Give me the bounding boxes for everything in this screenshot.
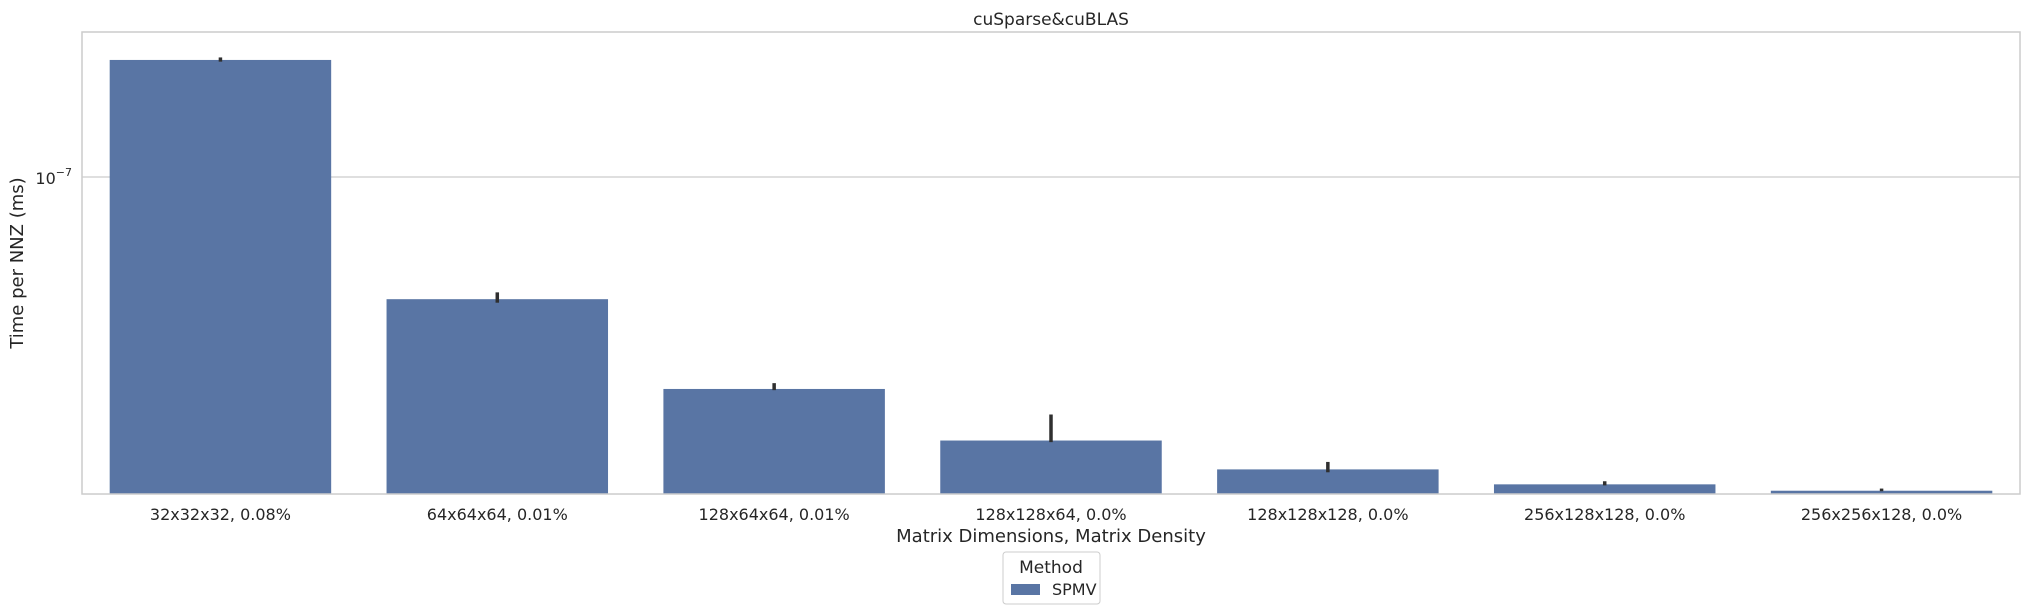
y-tick-labels: 10−7 [35, 166, 72, 188]
bar [1493, 484, 1716, 494]
chart-title: cuSparse&cuBLAS [973, 10, 1129, 30]
bar [1770, 490, 1993, 494]
bar [940, 440, 1162, 494]
y-axis-label: Time per NNZ (ms) [7, 177, 28, 349]
legend-swatch [1011, 584, 1040, 595]
bar [386, 299, 609, 494]
x-tick-label: 256x128x128, 0.0% [1524, 505, 1685, 524]
x-tick-label: 128x128x128, 0.0% [1247, 505, 1408, 524]
bars [109, 59, 1993, 495]
legend-entry-spmv: SPMV [1052, 580, 1097, 599]
legend: Method SPMV [1002, 551, 1101, 605]
x-tick-label: 128x64x64, 0.01% [699, 505, 850, 524]
plot-frame [81, 31, 2021, 495]
x-tick-label: 128x128x64, 0.0% [975, 505, 1126, 524]
x-tick-label: 256x256x128, 0.0% [1801, 505, 1962, 524]
bar [663, 388, 885, 494]
legend-title: Method [1019, 558, 1083, 578]
x-tick-label: 32x32x32, 0.08% [150, 505, 291, 524]
x-tick-label: 64x64x64, 0.01% [427, 505, 568, 524]
x-axis-label: Matrix Dimensions, Matrix Density [896, 526, 1206, 547]
bar [1217, 469, 1439, 494]
bar [109, 59, 332, 495]
y-tick-label: 10−7 [35, 166, 72, 188]
x-tick-labels: 32x32x32, 0.08% 64x64x64, 0.01% 128x64x64,… [150, 505, 1962, 524]
error-bars [218, 57, 1884, 492]
